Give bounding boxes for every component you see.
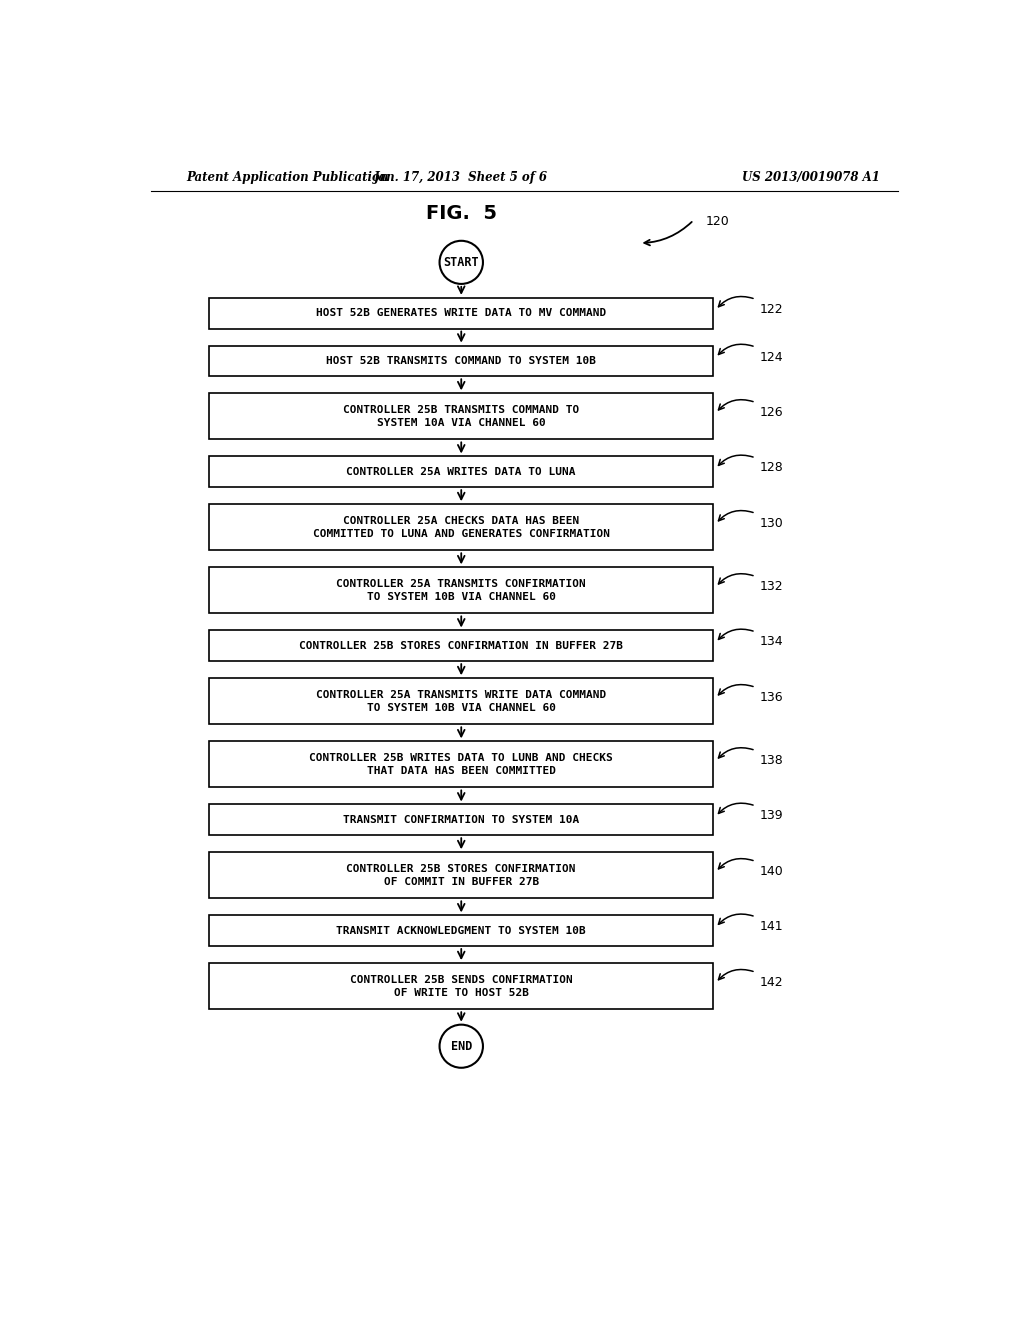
Bar: [209, 346, 713, 376]
Text: TRANSMIT CONFIRMATION TO SYSTEM 10A: TRANSMIT CONFIRMATION TO SYSTEM 10A: [343, 814, 580, 825]
Text: 128: 128: [760, 462, 783, 474]
Text: CONTROLLER 25B SENDS CONFIRMATION
OF WRITE TO HOST 52B: CONTROLLER 25B SENDS CONFIRMATION OF WRI…: [350, 974, 572, 998]
Bar: [209, 631, 713, 661]
Bar: [209, 742, 713, 788]
Bar: [209, 678, 713, 725]
Text: CONTROLLER 25B TRANSMITS COMMAND TO
SYSTEM 10A VIA CHANNEL 60: CONTROLLER 25B TRANSMITS COMMAND TO SYST…: [343, 405, 580, 428]
Text: 134: 134: [760, 635, 783, 648]
Bar: [209, 853, 713, 899]
Text: 122: 122: [760, 302, 783, 315]
Text: 132: 132: [760, 579, 783, 593]
Text: CONTROLLER 25A TRANSMITS CONFIRMATION
TO SYSTEM 10B VIA CHANNEL 60: CONTROLLER 25A TRANSMITS CONFIRMATION TO…: [336, 579, 586, 602]
Text: HOST 52B TRANSMITS COMMAND TO SYSTEM 10B: HOST 52B TRANSMITS COMMAND TO SYSTEM 10B: [327, 356, 596, 366]
Text: 141: 141: [760, 920, 783, 933]
Bar: [209, 457, 713, 487]
Bar: [209, 393, 713, 440]
Bar: [209, 915, 713, 946]
Text: 126: 126: [760, 407, 783, 418]
Text: CONTROLLER 25A TRANSMITS WRITE DATA COMMAND
TO SYSTEM 10B VIA CHANNEL 60: CONTROLLER 25A TRANSMITS WRITE DATA COMM…: [316, 690, 606, 713]
Text: 138: 138: [760, 754, 783, 767]
Text: START: START: [443, 256, 479, 269]
Text: 139: 139: [760, 809, 783, 822]
Text: CONTROLLER 25A CHECKS DATA HAS BEEN
COMMITTED TO LUNA AND GENERATES CONFIRMATION: CONTROLLER 25A CHECKS DATA HAS BEEN COMM…: [312, 516, 609, 539]
Text: 136: 136: [760, 690, 783, 704]
Text: Patent Application Publication: Patent Application Publication: [186, 172, 388, 185]
Bar: [209, 298, 713, 329]
Text: 142: 142: [760, 975, 783, 989]
Text: 140: 140: [760, 865, 783, 878]
Text: FIG.  5: FIG. 5: [426, 205, 498, 223]
Bar: [209, 964, 713, 1010]
Text: END: END: [451, 1040, 472, 1053]
Text: Jan. 17, 2013  Sheet 5 of 6: Jan. 17, 2013 Sheet 5 of 6: [374, 172, 548, 185]
Text: 130: 130: [760, 517, 783, 529]
Bar: [209, 804, 713, 836]
Text: 120: 120: [706, 215, 729, 228]
Text: 124: 124: [760, 351, 783, 363]
Text: CONTROLLER 25B STORES CONFIRMATION IN BUFFER 27B: CONTROLLER 25B STORES CONFIRMATION IN BU…: [299, 640, 624, 651]
Text: CONTROLLER 25B STORES CONFIRMATION
OF COMMIT IN BUFFER 27B: CONTROLLER 25B STORES CONFIRMATION OF CO…: [346, 863, 575, 887]
Bar: [209, 504, 713, 550]
Text: US 2013/0019078 A1: US 2013/0019078 A1: [741, 172, 880, 185]
Text: HOST 52B GENERATES WRITE DATA TO MV COMMAND: HOST 52B GENERATES WRITE DATA TO MV COMM…: [316, 308, 606, 318]
Text: TRANSMIT ACKNOWLEDGMENT TO SYSTEM 10B: TRANSMIT ACKNOWLEDGMENT TO SYSTEM 10B: [336, 925, 586, 936]
Text: CONTROLLER 25B WRITES DATA TO LUNB AND CHECKS
THAT DATA HAS BEEN COMMITTED: CONTROLLER 25B WRITES DATA TO LUNB AND C…: [309, 752, 613, 776]
Bar: [209, 568, 713, 614]
Text: CONTROLLER 25A WRITES DATA TO LUNA: CONTROLLER 25A WRITES DATA TO LUNA: [346, 467, 575, 477]
